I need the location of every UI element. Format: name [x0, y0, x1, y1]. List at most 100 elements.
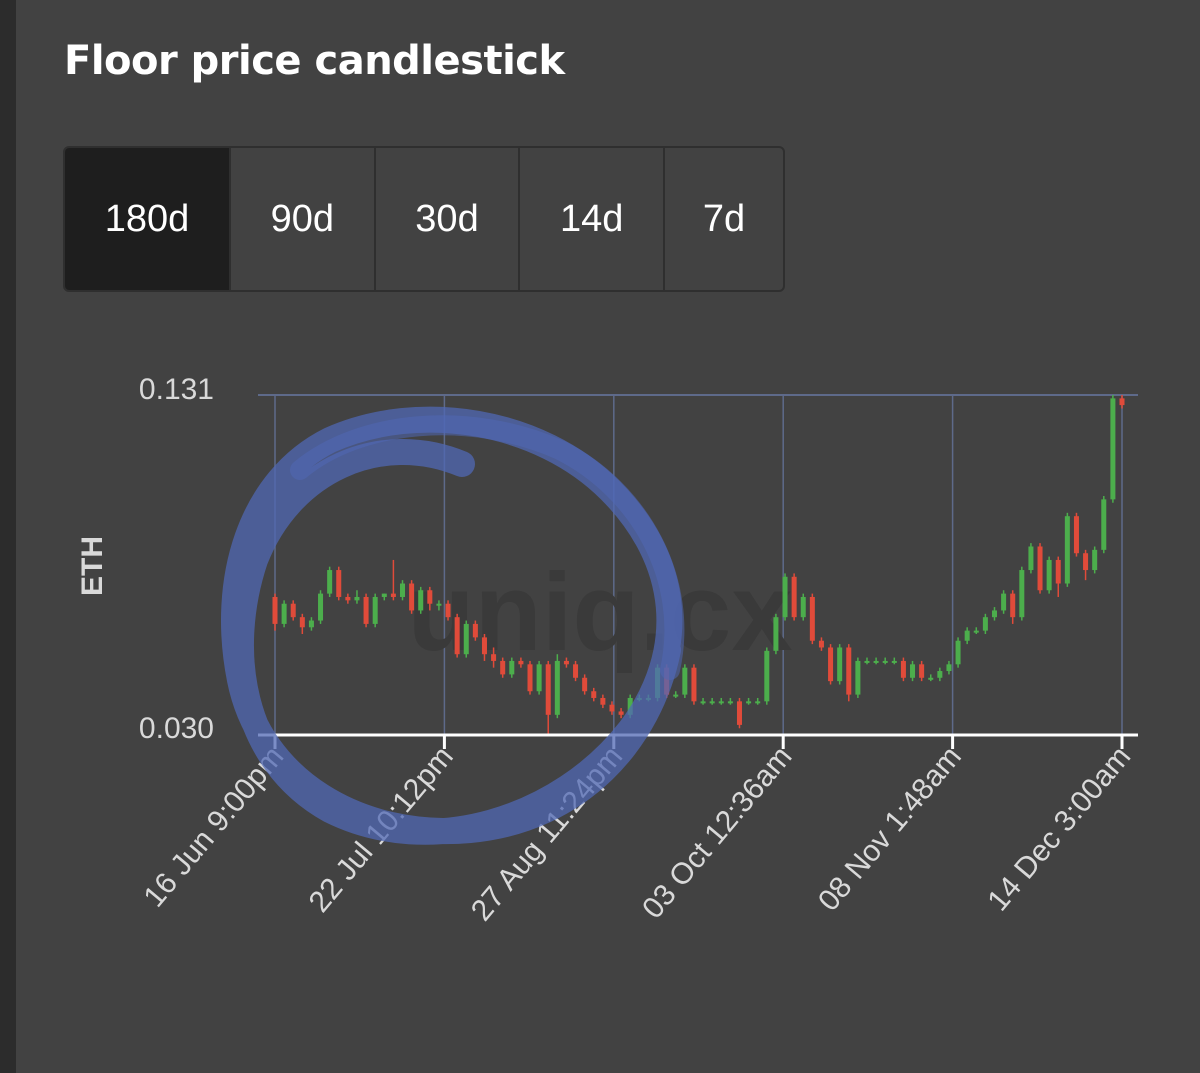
- candle: [463, 620, 469, 658]
- candle-body: [873, 660, 879, 663]
- time-range-selector: 180d 90d 30d 14d 7d: [63, 146, 785, 292]
- candle: [1028, 543, 1034, 574]
- candle: [563, 657, 569, 668]
- candle: [400, 580, 406, 601]
- range-button-14d[interactable]: 14d: [520, 148, 666, 290]
- candle: [1064, 512, 1070, 587]
- candle-body: [736, 701, 742, 725]
- chart-card: Floor price candlestick 180d 90d 30d 14d…: [16, 0, 1200, 1073]
- candle-body: [900, 660, 906, 678]
- candle-body: [1101, 499, 1107, 550]
- candle-body: [1110, 398, 1116, 500]
- candle-body: [1119, 398, 1125, 406]
- candle: [327, 566, 333, 597]
- candle-body: [363, 596, 369, 624]
- candle: [746, 697, 752, 705]
- candle-body: [837, 647, 843, 682]
- candle: [682, 664, 688, 698]
- candle: [1119, 395, 1125, 409]
- candle-body: [509, 660, 515, 675]
- candle: [472, 620, 478, 641]
- candle-body: [281, 603, 287, 624]
- candle: [454, 613, 460, 658]
- candle: [846, 644, 852, 702]
- candle: [764, 647, 770, 705]
- candle: [409, 580, 415, 614]
- range-button-7d[interactable]: 7d: [702, 197, 746, 240]
- candle: [290, 600, 296, 621]
- candle-body: [427, 590, 433, 604]
- candle: [709, 697, 715, 705]
- candle-body: [400, 583, 406, 597]
- candle: [281, 600, 287, 628]
- candle-body: [582, 677, 588, 692]
- candle-body: [390, 593, 396, 597]
- candle: [318, 590, 324, 624]
- candle: [381, 593, 387, 601]
- candle: [1037, 543, 1043, 594]
- candle: [573, 660, 579, 682]
- candle-body: [554, 660, 560, 715]
- candle: [390, 559, 396, 601]
- candle: [800, 593, 806, 621]
- range-button-90d[interactable]: 90d: [231, 148, 376, 290]
- candle: [591, 687, 597, 702]
- candle-body: [1092, 549, 1098, 571]
- candle: [809, 593, 815, 645]
- candle: [837, 644, 843, 685]
- candle-body: [491, 654, 497, 661]
- candle: [618, 708, 624, 719]
- candle: [718, 697, 724, 705]
- candle-body: [727, 701, 733, 704]
- candle-body: [755, 701, 761, 704]
- candle: [982, 613, 988, 635]
- candle: [554, 654, 560, 719]
- candle-body: [818, 640, 824, 648]
- candle-body: [318, 593, 324, 621]
- range-button-30d[interactable]: 30d: [376, 148, 521, 290]
- candle-body: [409, 583, 415, 611]
- candle-body: [809, 596, 815, 641]
- hand-drawn-circle: [221, 406, 685, 845]
- candle: [545, 660, 551, 735]
- candle: [600, 694, 606, 709]
- y-tick-label: 0.131: [139, 373, 214, 406]
- candle-body: [1064, 516, 1070, 584]
- candle: [372, 593, 378, 628]
- candle-body: [1083, 553, 1089, 571]
- candle: [336, 566, 342, 601]
- candle-body: [618, 711, 624, 715]
- candle-body: [500, 660, 506, 675]
- candle-body: [1001, 593, 1007, 611]
- candle-body: [436, 603, 442, 606]
- candle-body: [691, 667, 697, 702]
- candle: [991, 607, 997, 621]
- candle: [700, 697, 706, 705]
- candle-body: [327, 570, 333, 594]
- candle-body: [682, 667, 688, 695]
- candle: [755, 697, 761, 705]
- candle-body: [463, 623, 469, 655]
- candle: [818, 637, 824, 651]
- candle: [928, 674, 934, 682]
- candle: [910, 660, 916, 682]
- candle-body: [1028, 546, 1034, 571]
- candle: [855, 657, 861, 698]
- candle-body: [891, 660, 897, 663]
- x-tick-label: 03 Oct 12:36am: [636, 740, 798, 925]
- range-button-180d[interactable]: 180d: [65, 148, 231, 290]
- candle: [363, 593, 369, 628]
- candle-body: [709, 701, 715, 704]
- candle-body: [791, 576, 797, 618]
- candles: [272, 395, 1125, 735]
- candle: [782, 573, 788, 621]
- candle: [527, 660, 533, 695]
- candle: [964, 627, 970, 645]
- candle: [445, 600, 451, 621]
- candle: [873, 657, 879, 665]
- candle-body: [718, 701, 724, 704]
- candle-body: [518, 660, 524, 665]
- candle: [500, 657, 506, 678]
- candle: [308, 617, 314, 631]
